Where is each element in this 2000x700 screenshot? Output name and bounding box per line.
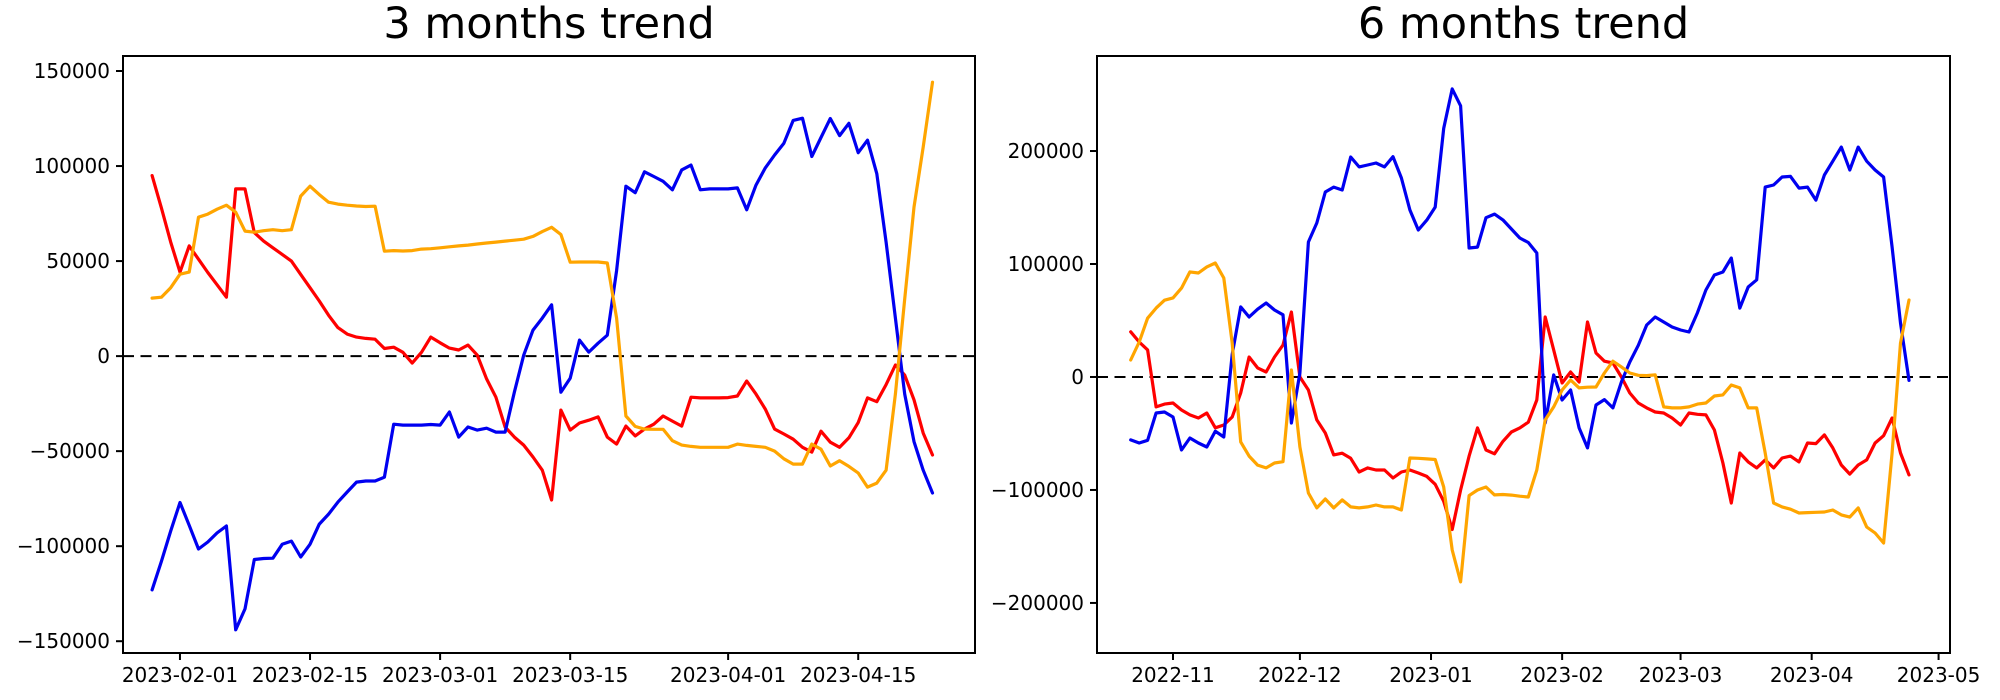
y-tick-label: 100000 [1008,252,1084,276]
series-line-red [150,174,935,502]
x-tick-label: 2022-11 [1131,663,1215,687]
x-tick-label: 2023-01 [1389,663,1473,687]
y-tick-label: 0 [1071,365,1084,389]
y-tick-label: 50000 [46,249,110,273]
series-line-red [1129,310,1911,532]
y-tick-label: 100000 [34,154,110,178]
axes-spines [122,55,976,654]
y-tick-label: 150000 [34,59,110,83]
series-line-blue [150,116,935,632]
y-tick-label: −100000 [17,534,110,558]
x-tick-label: 2023-04-01 [670,663,786,687]
x-tick-label: 2023-02-01 [122,663,238,687]
x-tick-label: 2023-02 [1520,663,1604,687]
x-tick-label: 2023-03 [1639,663,1723,687]
y-tick-label: −200000 [991,591,1084,615]
y-tick-label: −50000 [30,439,110,463]
x-tick-label: 2023-03-01 [382,663,498,687]
y-tick-label: −150000 [17,629,110,653]
series-line-orange [150,80,935,489]
series-line-orange [1129,261,1911,584]
x-tick-label: 2023-02-15 [252,663,368,687]
chart-title-6-months: 6 months trend [1357,0,1690,49]
y-tick-label: 0 [97,344,110,368]
x-tick-label: 2022-12 [1258,663,1342,687]
axes-spines [1096,55,1951,654]
chart-title-3-months: 3 months trend [383,0,715,49]
series-line-blue [1129,87,1911,452]
y-tick-label: 200000 [1008,139,1084,163]
x-tick-label: 2023-04-15 [800,663,916,687]
x-tick-label: 2023-03-15 [512,663,628,687]
y-tick-label: −100000 [991,478,1084,502]
x-tick-label: 2023-05 [1897,663,1981,687]
x-tick-label: 2023-04 [1770,663,1854,687]
